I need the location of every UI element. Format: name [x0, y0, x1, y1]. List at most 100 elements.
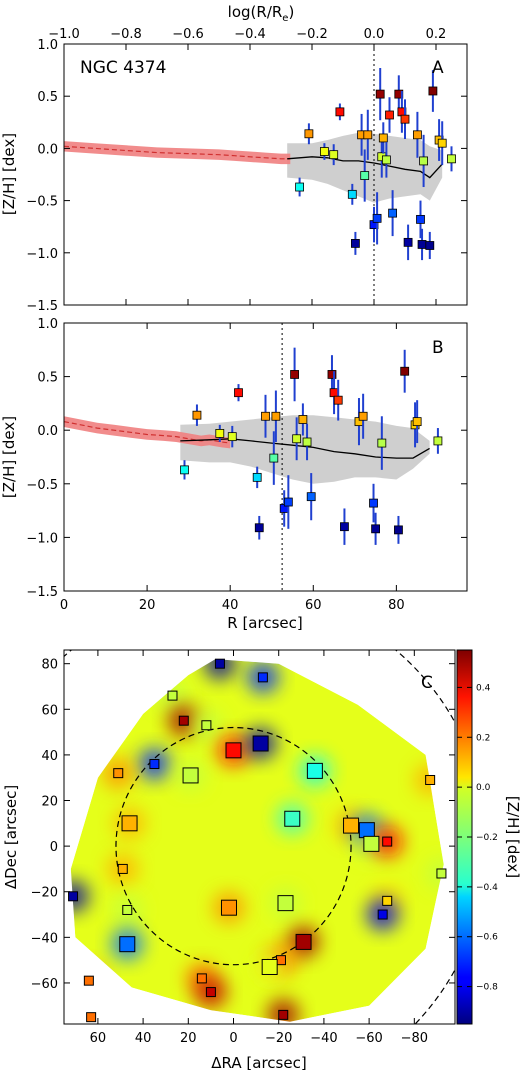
panel-c-y-tick-label: −40 [31, 931, 58, 946]
panel-b-data-point [261, 411, 270, 421]
panel-c-x-axis-label: ΔRA [arcsec] [211, 1054, 306, 1072]
panel-a-y-tick-label: −0.5 [26, 195, 58, 210]
panel-c-y-axis-label: ΔDec [arcsec] [2, 785, 20, 889]
panel-b-data-point [234, 388, 243, 398]
panel-b-frame [63, 322, 468, 592]
panel-a-y-axis-label: [Z/H] [dex] [0, 133, 18, 215]
panel-c-data-point [205, 987, 216, 998]
colorbar-tick-label: 0.0 [476, 783, 491, 793]
panel-b-data-point [254, 523, 264, 533]
top-axis-label: log(R/Re) [228, 3, 295, 24]
colorbar-tick-label: −0.8 [476, 983, 498, 993]
panel-a-data-point [295, 182, 305, 192]
panel-c-y-tick-label: 60 [41, 703, 58, 718]
panel-b-data-point [302, 437, 312, 447]
panel-b-data-point [400, 366, 410, 376]
panel-c-data-point [201, 720, 212, 731]
panel-a-data-point [381, 155, 391, 165]
panel-b-data-point [329, 388, 339, 398]
panel-c-data-point [149, 759, 160, 770]
panel-c-data-point [284, 810, 301, 827]
panel-c-x-tick-label: 20 [180, 1031, 197, 1046]
panel-b-label: B [432, 338, 444, 358]
panel-a-y-tick-label: 0.5 [37, 90, 58, 105]
panel-b-y-tick-label: −1.0 [26, 531, 58, 546]
panel-a-x-tick-label: −0.8 [110, 27, 142, 42]
panel-c-data-point [122, 904, 133, 915]
panel-c-y-tick-label: 20 [41, 795, 58, 810]
colorbar-tick-label: 0.4 [476, 683, 491, 693]
panel-c-data-point [257, 672, 268, 683]
panel-c-data-point [220, 899, 237, 916]
colorbar-tick-label: −0.2 [476, 833, 498, 843]
colorbar-label: [Z/H] [dex] [504, 796, 520, 878]
panel-a-y-tick-label: −1.0 [26, 247, 58, 262]
panel-c-data-point [113, 768, 124, 779]
panel-b-y-tick-label: −1.5 [26, 585, 58, 600]
panel-c-data-point [196, 973, 207, 984]
panel-a-data-point [360, 171, 370, 180]
panel-b-data-point [394, 525, 403, 535]
panel-c-x-tick-label: −80 [401, 1031, 428, 1046]
panel-b-x-tick-label: 20 [139, 598, 156, 613]
panel-c-data-point [343, 817, 360, 834]
panel-c-y-tick-label: 40 [41, 749, 58, 764]
panel-a-data-point [347, 189, 357, 199]
panel-c-frame [63, 649, 456, 1025]
panel-b-y-tick-label: 1.0 [37, 317, 58, 332]
panel-b-data-point [283, 497, 293, 507]
panel-b-data-point [371, 524, 380, 534]
panel-b-data-point [433, 436, 443, 446]
panel-c-data-point [214, 658, 225, 669]
panel-a-x-tick-label: −0.2 [296, 27, 328, 42]
panel-a-data-point [403, 237, 413, 247]
colorbar-tick-label: −0.4 [476, 883, 498, 893]
panel-b-x-tick-label: 60 [305, 598, 322, 613]
panel-a-axes: −1.5−1.0−0.50.00.51.0−1.0 −0.8 −0.6 −0.4 −0.… [26, 27, 467, 314]
panel-a-x-tick-label: 0.0 [364, 27, 385, 42]
heatmap-field [70, 659, 444, 1022]
panel-b-axes: −1.5 −1.0 −0.5 0.0 0.5 1.0 0 20 40 60 80 [26, 317, 467, 613]
panel-b-x-tick-label: 0 [60, 598, 68, 613]
panel-a-stellar-profile-line [64, 145, 291, 160]
panel-c-axes: 60 40 20 0 −20 −40 −60 −80 −60 −40 −20 0 20 40 60 80 [31, 650, 455, 1046]
panel-c-data-point [178, 715, 189, 726]
inner-circle [115, 726, 352, 966]
panel-b-x-axis-label: R [arcsec] [227, 614, 302, 632]
panel-b-scatter-band [180, 415, 430, 484]
panel-b-data-point [252, 472, 262, 482]
panel-a-data-point [428, 86, 438, 96]
panel-c-x-tick-label: 0 [229, 1031, 237, 1046]
panel-a-plot-area [64, 44, 456, 305]
panel-c-label: C [421, 673, 433, 693]
panel-c-data-point [363, 835, 380, 852]
panel-c-x-tick-label: −60 [355, 1031, 382, 1046]
panel-b-plot-area [64, 323, 443, 591]
panel-b-y-tick-label: 0.0 [37, 424, 58, 439]
panel-a-x-tick-label: −0.6 [172, 27, 204, 42]
panel-c-data-point [261, 958, 278, 975]
panel-a-data-point [385, 110, 394, 120]
colorbar-tick-label: 0.2 [476, 733, 490, 743]
panel-a-data-point [425, 241, 435, 250]
panel-a-x-tick-label: 0.2 [426, 27, 447, 42]
panel-c-data-point [295, 933, 312, 950]
galaxy-name: NGC 4374 [80, 58, 166, 78]
panel-c-data-point [306, 762, 323, 779]
panel-c-data-point [68, 891, 79, 902]
panel-b-y-tick-label: 0.5 [37, 371, 58, 386]
panel-c-y-tick-label: 0 [50, 840, 58, 855]
panel-a-data-point [375, 89, 385, 99]
panel-b: −1.5 −1.0 −0.5 0.0 0.5 1.0 0 20 40 60 80 B [Z/H] [… [0, 317, 468, 632]
panel-c-x-tick-label: 60 [90, 1031, 107, 1046]
panel-b-data-point [327, 370, 337, 379]
panel-c-y-tick-label: 80 [41, 658, 58, 673]
panel-b-data-point [271, 411, 281, 421]
panel-b-data-point [269, 453, 279, 463]
panel-b-data-point [306, 492, 316, 502]
panel-c-x-tick-label: 40 [135, 1031, 152, 1046]
panel-a-data-point [400, 114, 410, 124]
panel-c-x-tick-label: −40 [310, 1031, 337, 1046]
panel-b-data-point [333, 395, 343, 405]
panel-a-stellar-profile-band [64, 141, 291, 165]
